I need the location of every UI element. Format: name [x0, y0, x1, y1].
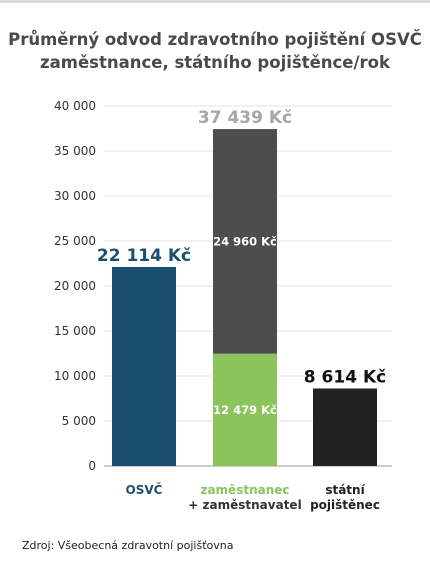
x-category-label: OSVČ: [126, 482, 163, 497]
segment-value-label: 24 960 Kč: [213, 234, 277, 248]
y-tick-label: 5 000: [62, 414, 96, 428]
chart-title: Průměrný odvod zdravotního pojištění OSV…: [0, 28, 430, 74]
bar-total-label: 22 114 Kč: [97, 246, 191, 266]
bar-total-label: 37 439 Kč: [198, 108, 292, 128]
x-category-label: + zaměstnavatel: [188, 498, 301, 512]
y-tick-label: 30 000: [54, 189, 96, 203]
y-tick-label: 0: [88, 459, 96, 473]
source-note: Zdroj: Všeobecná zdravotní pojišťovna: [22, 539, 234, 552]
segment-value-label: 12 479 Kč: [213, 403, 277, 417]
x-category-label: zaměstnanec: [200, 483, 289, 497]
y-tick-label: 35 000: [54, 144, 96, 158]
y-tick-label: 10 000: [54, 369, 96, 383]
y-tick-label: 25 000: [54, 234, 96, 248]
bar-segment: [213, 129, 277, 354]
x-category-label: pojištěnec: [310, 498, 380, 512]
bar-chart: 0 5 000 10 000 15 000 20 000 25 000 30 000 35 0…: [54, 99, 392, 512]
bar-segment: [313, 388, 377, 466]
chart-title-line2: zaměstnance, státního pojištěnce/rok: [40, 53, 390, 72]
y-tick-label: 20 000: [54, 279, 96, 293]
bar-segment: [213, 353, 277, 466]
x-category-label: státní: [325, 483, 365, 497]
bar-total-label: 8 614 Kč: [304, 367, 386, 387]
y-tick-label: 40 000: [54, 99, 96, 113]
top-divider: [0, 0, 430, 3]
chart-title-line1: Průměrný odvod zdravotního pojištění OSV…: [8, 30, 422, 49]
bar-segment: [112, 266, 176, 466]
y-tick-label: 15 000: [54, 324, 96, 338]
